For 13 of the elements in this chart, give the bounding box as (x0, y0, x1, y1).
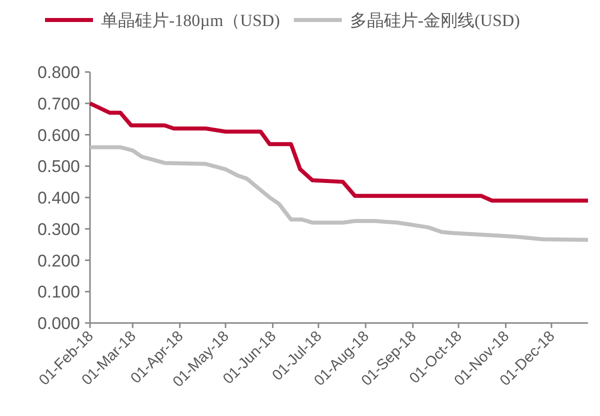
y-tick-label: 0.800 (37, 63, 80, 82)
y-tick-label: 0.100 (37, 282, 80, 302)
y-tick-label: 0.400 (37, 188, 80, 208)
line-series (88, 145, 590, 242)
y-tick-label: 0.500 (37, 157, 80, 176)
legend-label: 多晶硅片-金刚线(USD) (350, 11, 520, 30)
y-tick-label: 0.200 (37, 251, 80, 270)
legend-label: 单晶硅片-180µm（USD) (101, 11, 280, 30)
y-tick-label: 0.600 (37, 126, 80, 145)
y-tick-label: 0.700 (37, 94, 80, 114)
y-tick-label: 0.000 (37, 314, 80, 333)
line-series (88, 101, 590, 203)
y-tick-label: 0.300 (37, 220, 80, 239)
